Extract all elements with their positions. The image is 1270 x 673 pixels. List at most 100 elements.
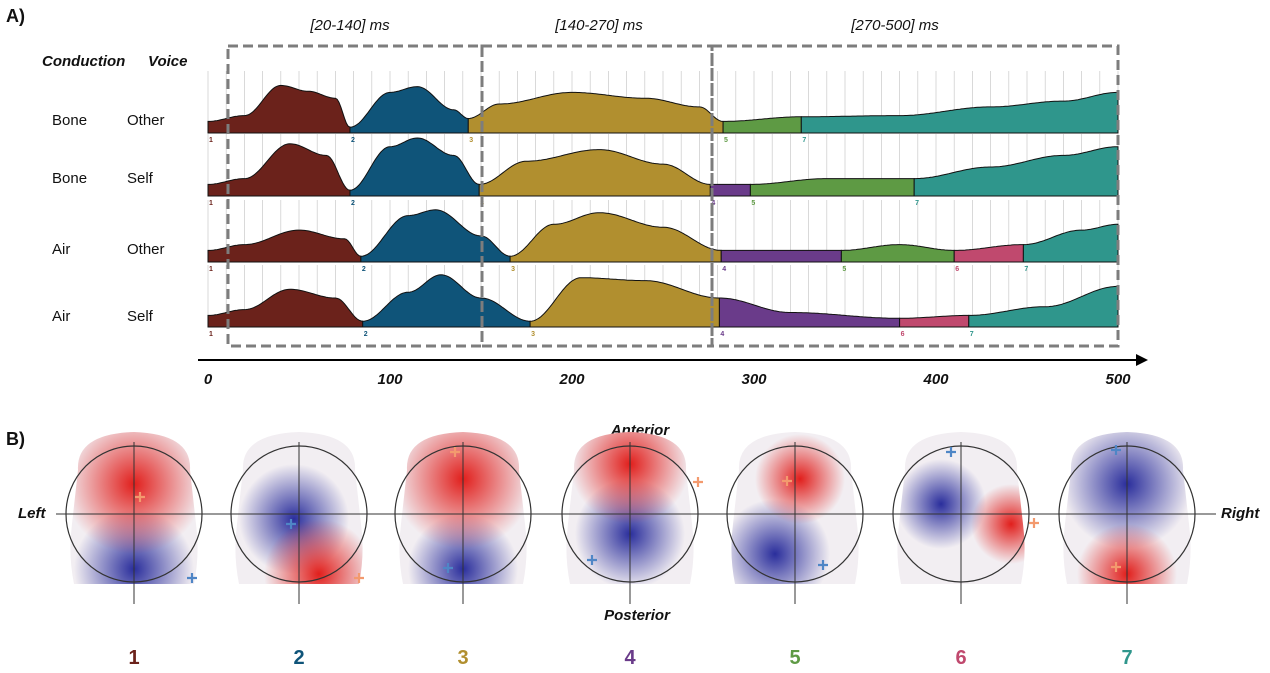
- microstate-segment-5: [840, 244, 955, 263]
- tick-0: 0: [204, 371, 213, 388]
- segment-marker: 7: [915, 200, 919, 207]
- row-3-voice: Other: [127, 241, 165, 258]
- segment-marker: 1: [209, 137, 213, 144]
- negative-field: [897, 459, 986, 549]
- segment-marker: 2: [362, 266, 366, 273]
- microstate-segment-7: [968, 285, 1119, 328]
- positive-field: [971, 484, 1025, 564]
- tick-300: 300: [741, 371, 767, 388]
- window-label-1: [20-140] ms: [309, 17, 390, 34]
- max-marker: [782, 476, 792, 486]
- tick-100: 100: [377, 371, 403, 388]
- map-number-1: 1: [128, 647, 139, 668]
- max-marker: [693, 477, 703, 487]
- segment-marker: 1: [209, 331, 213, 338]
- microstate-segment-7: [913, 146, 1119, 197]
- segment-marker: 4: [720, 331, 724, 338]
- panel-b-label: B): [6, 429, 25, 449]
- microstate-segment-2: [349, 137, 480, 197]
- window-box-1: [226, 44, 484, 348]
- max-marker: [450, 447, 460, 457]
- microstate-segment-6: [953, 244, 1024, 263]
- microstate-segment-1: [207, 288, 364, 328]
- row-1-voice: Other: [127, 112, 165, 129]
- segment-marker: 1: [209, 266, 213, 273]
- min-marker: [443, 563, 453, 573]
- min-marker: [587, 555, 597, 565]
- microstate-segment-1: [207, 84, 351, 134]
- tick-400: 400: [922, 371, 949, 388]
- microstate-segment-1: [207, 229, 362, 263]
- left-label: Left: [18, 505, 47, 522]
- microstate-segment-1: [207, 143, 351, 197]
- topographic-maps: [65, 432, 1196, 604]
- topomap-6: [892, 432, 1039, 604]
- time-windows: [20-140] ms [140-270] ms [270-500] ms: [226, 17, 1120, 348]
- segment-marker: 2: [351, 137, 355, 144]
- segment-marker: 5: [724, 137, 728, 144]
- min-marker: [818, 560, 828, 570]
- segment-marker: 7: [970, 331, 974, 338]
- microstate-segment-3: [509, 212, 722, 263]
- segment-marker: 7: [802, 137, 806, 144]
- microstate-segment-2: [362, 274, 531, 328]
- map-number-2: 2: [293, 647, 304, 668]
- panel-a-label: A): [6, 6, 25, 26]
- segment-marker: 5: [842, 266, 846, 273]
- row-4-voice: Self: [127, 308, 154, 325]
- microstate-segment-7: [800, 91, 1119, 134]
- window-label-2: [140-270] ms: [554, 17, 643, 34]
- segment-marker: 4: [722, 266, 726, 273]
- positive-field: [264, 519, 363, 584]
- microstate-segment-5: [749, 178, 915, 197]
- map-number-6: 6: [955, 647, 966, 668]
- map-number-7: 7: [1121, 647, 1132, 668]
- microstate-segment-6: [899, 314, 970, 328]
- map-number-3: 3: [457, 647, 468, 668]
- topomap-3: [394, 432, 532, 604]
- topomap-7: [1058, 432, 1196, 604]
- segment-marker: 5: [751, 200, 755, 207]
- map-number-5: 5: [789, 647, 800, 668]
- segment-marker: 3: [531, 331, 535, 338]
- topomap-4: [561, 432, 703, 604]
- min-marker: [1111, 445, 1121, 455]
- row-2-conduction: Bone: [52, 170, 87, 187]
- window-box-3: [710, 44, 1120, 348]
- time-axis: 0 100 200 300 400 500: [198, 354, 1148, 388]
- topomap-1: [65, 432, 203, 604]
- segment-marker: 2: [351, 200, 355, 207]
- tick-500: 500: [1105, 371, 1131, 388]
- right-label: Right: [1221, 505, 1260, 522]
- segment-marker: 3: [469, 137, 473, 144]
- max-marker: [135, 492, 145, 502]
- segment-marker: 1: [209, 200, 213, 207]
- column-header-voice: Voice: [148, 53, 187, 70]
- segment-marker: 6: [901, 331, 905, 338]
- microstate-segment-2: [349, 86, 469, 134]
- microstate-tracks: 1 2 3 5 71 2 3 4 5 71 2 3 4 5 6 71 2 3 4 6 7: [207, 71, 1119, 338]
- microstate-segment-4: [709, 183, 751, 197]
- window-label-3: [270-500] ms: [850, 17, 939, 34]
- topomap-2: [230, 432, 368, 604]
- topomap-5: [726, 432, 864, 604]
- microstate-segment-7: [1022, 223, 1119, 263]
- microstate-segment-2: [360, 209, 511, 263]
- microstate-segment-3: [478, 149, 711, 197]
- segment-marker: 6: [955, 266, 959, 273]
- min-marker: [286, 519, 296, 529]
- column-header-conduction: Conduction: [42, 53, 125, 70]
- row-2-voice: Self: [127, 170, 154, 187]
- microstate-segment-4: [720, 249, 842, 263]
- map-number-4: 4: [624, 647, 636, 668]
- segment-marker: 2: [364, 331, 368, 338]
- microstate-segment-3: [529, 277, 720, 328]
- max-marker: [1029, 518, 1039, 528]
- tick-200: 200: [558, 371, 585, 388]
- row-3-conduction: Air: [52, 241, 70, 258]
- segment-marker: 7: [1024, 266, 1028, 273]
- microstate-segment-5: [722, 116, 802, 134]
- segment-marker: 3: [511, 266, 515, 273]
- microstate-segment-4: [718, 297, 901, 328]
- row-1-conduction: Bone: [52, 112, 87, 129]
